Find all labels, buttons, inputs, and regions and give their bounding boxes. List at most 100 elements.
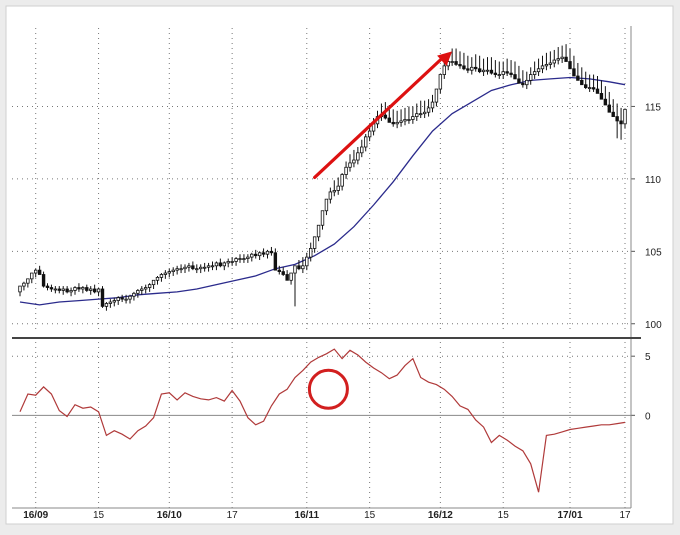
candle-body-up	[430, 101, 435, 109]
candle-body-up	[210, 265, 215, 268]
candle-body-up	[352, 159, 356, 164]
candle	[45, 283, 50, 291]
candle-body-up	[434, 88, 439, 103]
candle	[151, 279, 156, 289]
candle-body-up	[155, 276, 160, 281]
candle-body-up	[195, 268, 199, 271]
candle	[210, 261, 215, 271]
candle	[599, 80, 604, 100]
candle	[26, 278, 30, 288]
candle-body-down	[120, 297, 124, 300]
candle-body-up	[163, 272, 168, 275]
candle-body-up	[136, 290, 140, 294]
candle-body-down	[615, 116, 619, 122]
x-tick-label: 16/10	[157, 510, 182, 521]
chart-frame	[5, 5, 674, 525]
candle-body-down	[564, 56, 568, 62]
candle-body-up	[128, 295, 132, 300]
x-tick-label: 15	[93, 510, 105, 521]
candle	[116, 296, 120, 305]
candle	[312, 236, 317, 253]
candle-body-up	[199, 266, 203, 270]
candle	[340, 173, 344, 191]
candle-body-up	[81, 287, 85, 290]
candle	[532, 61, 537, 79]
candle	[41, 271, 46, 288]
price-y-tick-label: 115	[645, 102, 661, 113]
candle	[462, 52, 466, 71]
x-tick-label: 15	[364, 510, 376, 521]
candle	[481, 58, 486, 77]
candle-body-up	[536, 68, 541, 73]
candle	[422, 100, 427, 119]
candle-body-up	[22, 282, 26, 287]
candle-body-up	[242, 258, 246, 260]
candle-body-up	[73, 287, 77, 291]
candle-body-up	[108, 301, 113, 304]
oscillator-gridlines	[12, 342, 631, 508]
candle-body-up	[348, 162, 352, 168]
candle-body-up	[159, 274, 164, 278]
candle-body-down	[100, 288, 105, 307]
candle	[485, 57, 490, 75]
candle-body-down	[391, 121, 395, 125]
candle-body-down	[611, 111, 615, 117]
candle-body-up	[132, 292, 136, 297]
candle	[167, 268, 171, 278]
candle-body-up	[305, 256, 309, 267]
candle-body-down	[572, 68, 576, 77]
trend-arrow-shaft	[313, 54, 446, 180]
candle-body-up	[144, 287, 148, 290]
candle	[175, 265, 179, 275]
candle	[501, 61, 505, 79]
candle	[65, 286, 69, 294]
candle	[560, 45, 564, 63]
candle	[517, 65, 521, 84]
candle	[623, 108, 627, 129]
candle-body-down	[513, 74, 517, 80]
candle-body-up	[532, 71, 537, 75]
candle-body-up	[187, 265, 191, 268]
candle	[30, 272, 34, 284]
candle	[226, 258, 230, 268]
candle	[615, 103, 619, 139]
x-tick-label: 16/09	[23, 510, 48, 521]
candle	[611, 99, 615, 117]
candle	[140, 286, 144, 295]
candle-body-up	[364, 136, 368, 148]
candle	[540, 55, 545, 74]
candle-body-down	[619, 120, 623, 125]
candle	[277, 265, 281, 275]
candle-body-up	[289, 272, 293, 281]
candle-body-down	[576, 75, 580, 81]
candle-body-down	[580, 79, 584, 86]
candle-body-down	[57, 288, 61, 291]
candle-body-up	[426, 107, 431, 113]
candle-body-up	[171, 269, 175, 272]
candle-body-up	[320, 210, 325, 226]
candle-body-up	[360, 146, 364, 154]
candle-body-down	[45, 285, 50, 288]
candle	[124, 294, 128, 304]
candle	[305, 252, 309, 271]
candle	[521, 70, 525, 88]
candle	[619, 107, 623, 140]
candle	[466, 55, 470, 74]
candle	[89, 286, 93, 295]
candle-body-up	[403, 119, 407, 122]
candle	[128, 294, 132, 304]
candle-body-up	[230, 261, 234, 263]
candle	[206, 262, 211, 272]
candle	[324, 198, 329, 216]
candle-body-up	[560, 56, 564, 60]
candle-body-down	[41, 274, 46, 287]
candle-body-up	[415, 113, 419, 117]
panel-borders	[12, 26, 641, 509]
candle	[112, 297, 116, 307]
candle	[187, 262, 191, 272]
candle	[57, 286, 61, 294]
candle	[568, 48, 572, 70]
candle-body-up	[344, 166, 348, 175]
candle-body-up	[147, 284, 152, 288]
